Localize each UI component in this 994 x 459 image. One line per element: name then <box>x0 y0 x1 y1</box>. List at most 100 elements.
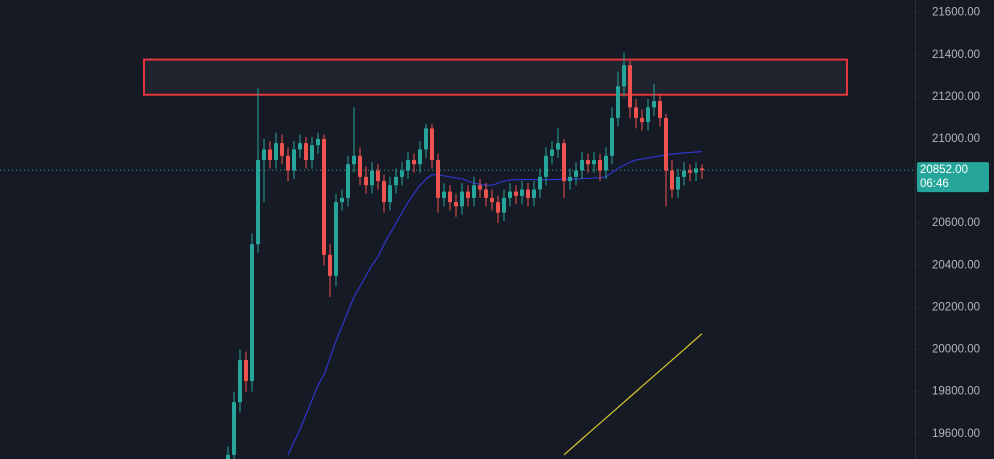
candle-body <box>346 164 350 198</box>
candle-body <box>700 168 704 171</box>
candle-body <box>544 155 548 177</box>
candle-body <box>460 191 464 207</box>
candle-body <box>586 160 590 165</box>
candle-body <box>484 189 488 198</box>
candle-body <box>298 143 302 150</box>
candle-body <box>286 155 290 171</box>
candle-body <box>238 360 242 403</box>
candle-body <box>430 128 434 161</box>
candle-body <box>292 149 296 171</box>
candle-body <box>340 197 344 203</box>
moving-average <box>287 150 703 456</box>
candle-body <box>676 176 680 190</box>
candle-body <box>574 170 578 177</box>
candle-body <box>448 191 452 203</box>
candle-body <box>508 191 512 198</box>
candle-body <box>688 170 692 173</box>
y-tick-label: 20000.00 <box>932 344 980 356</box>
price-axis: 19600.00 19800.00 20000.00 20200.00 20400.00… <box>915 7 989 440</box>
candle-body <box>370 170 374 186</box>
candle-body <box>520 189 524 196</box>
candle-body <box>514 191 518 196</box>
candle-body <box>682 170 686 177</box>
candle-body <box>436 160 440 198</box>
candle-body <box>316 138 320 146</box>
candle-body <box>226 454 230 459</box>
y-tick-label: 20200.00 <box>932 301 980 313</box>
candle-body <box>274 143 278 161</box>
candle-body <box>424 128 428 150</box>
candle-body <box>376 170 380 182</box>
candle-body <box>628 65 632 108</box>
y-tick-label: 20600.00 <box>932 217 980 229</box>
candle-body <box>388 185 392 203</box>
candle-body <box>652 101 656 108</box>
candle-body <box>334 202 338 276</box>
candle-body <box>556 143 560 150</box>
candle-body <box>616 86 620 118</box>
y-tick-label: 21000.00 <box>932 133 980 145</box>
candle-body <box>400 170 404 177</box>
candle-body <box>664 117 668 171</box>
y-tick-label: 21600.00 <box>932 7 980 19</box>
candle-body <box>454 202 458 207</box>
moving-average <box>563 333 703 456</box>
candle-body <box>328 254 332 276</box>
candle-body <box>532 189 536 198</box>
candle-body <box>250 244 254 382</box>
candle-body <box>568 176 572 182</box>
candle-body <box>670 170 674 190</box>
candle-body <box>490 197 494 203</box>
candle-body <box>694 168 698 173</box>
candle-body <box>262 149 266 161</box>
candle-body <box>358 155 362 177</box>
candle-body <box>646 107 650 123</box>
candle-body <box>382 181 386 203</box>
candle-body <box>526 189 530 198</box>
candle-body <box>658 101 662 118</box>
candle-body <box>364 176 368 186</box>
price-label-box <box>917 162 989 193</box>
countdown-label: 06:46 <box>920 178 949 190</box>
candle-body <box>418 149 422 165</box>
candle-body <box>562 143 566 182</box>
candle-body <box>592 160 596 165</box>
candle-body <box>580 160 584 171</box>
candle-body <box>640 117 644 123</box>
candle-body <box>268 149 272 161</box>
price-label: 20852.00 <box>920 164 968 176</box>
candle-body <box>598 160 602 171</box>
candle-body <box>280 143 284 156</box>
candle-body <box>406 160 410 171</box>
candle-body <box>610 117 614 156</box>
candle-body <box>472 185 476 198</box>
y-tick-label: 19800.00 <box>932 386 980 398</box>
candle-body <box>538 176 542 190</box>
candle-body <box>478 185 482 190</box>
y-tick-label: 19600.00 <box>932 428 980 440</box>
y-tick-label: 21200.00 <box>932 91 980 103</box>
candle-body <box>466 191 470 198</box>
plot-area <box>0 52 915 459</box>
candle-body <box>550 149 554 156</box>
candle-body <box>310 145 314 161</box>
candle-body <box>496 202 500 213</box>
y-tick-label: 20400.00 <box>932 259 980 271</box>
candle-body <box>244 360 248 382</box>
candle-body <box>394 176 398 186</box>
candle-body <box>622 65 626 87</box>
candle-body <box>304 143 308 161</box>
candle-body <box>442 191 446 198</box>
candle-body <box>604 155 608 171</box>
resistance-zone <box>143 58 848 96</box>
candle-body <box>634 107 638 118</box>
candle-body <box>322 138 326 255</box>
candle-body <box>352 155 356 165</box>
candle-body <box>256 160 260 245</box>
candle-body <box>502 197 506 213</box>
candle-body <box>412 160 416 165</box>
candle-body <box>232 402 236 455</box>
y-tick-label: 21400.00 <box>932 49 980 61</box>
